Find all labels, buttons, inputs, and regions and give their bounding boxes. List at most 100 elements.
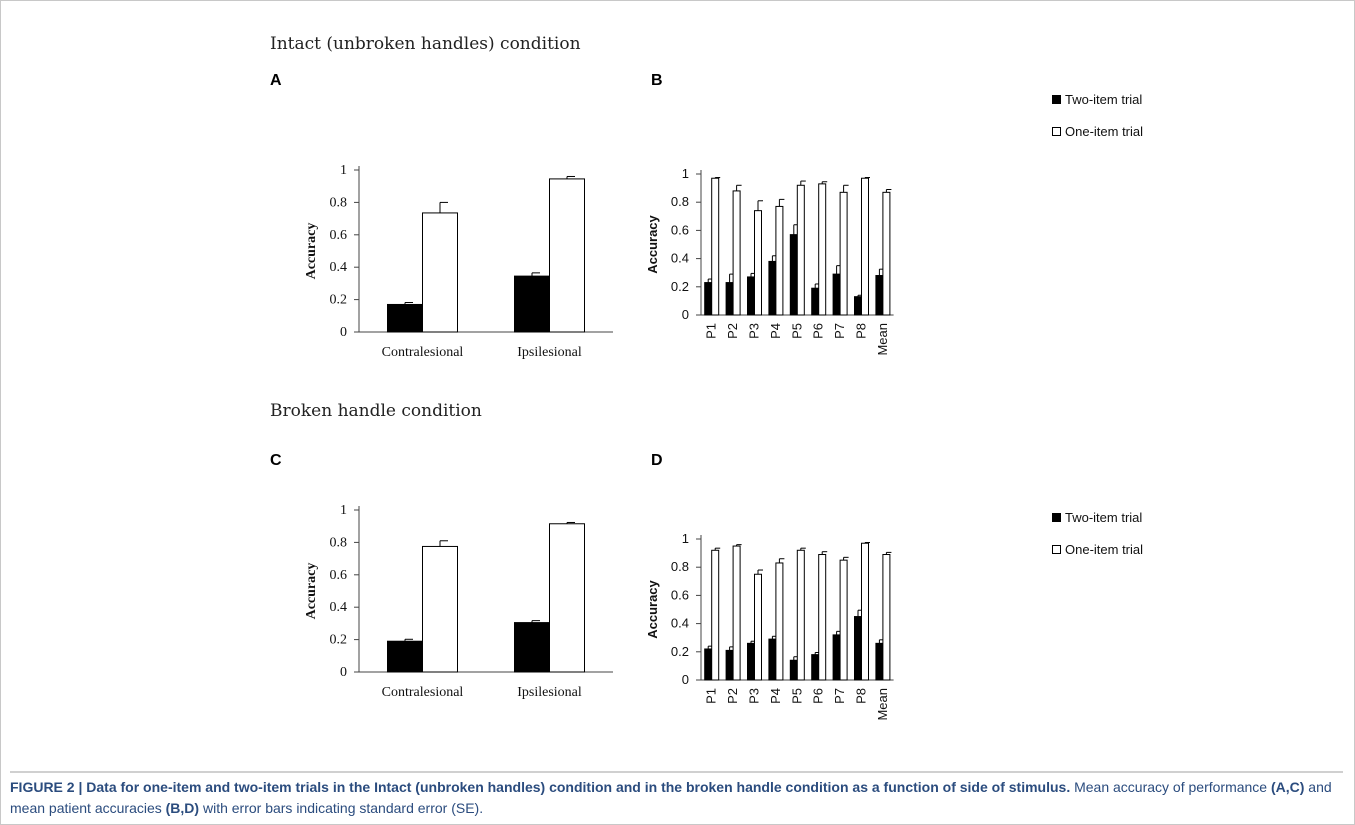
y-axis-label: Accuracy [304,223,319,280]
bar-two-item [875,275,884,316]
y-tick-label: 0.2 [671,279,689,294]
y-tick-label: 0.4 [671,616,689,631]
x-tick-label: P2 [725,688,740,704]
chart-panel-a: 0 0.2 0.4 0.6 0.8 1 Accuracy Contralesional Ipsi… [304,163,613,360]
legend-item-one-item: One-item trial [1052,122,1143,140]
bar-one-item [818,183,827,316]
x-tick-label: P5 [789,323,804,339]
x-tick-label: Ipsilesional [517,685,582,700]
x-tick-label: P3 [747,323,762,339]
bar-one-item [882,554,891,681]
bar-one-item [861,177,869,316]
bar-two-item [832,273,841,316]
x-tick-label: Contralesional [382,685,464,700]
bar-one-item [732,190,741,316]
bar-two-item [514,275,550,333]
legend-swatch-light [1052,544,1061,554]
bar-one-item [775,205,784,316]
caption-text-2: and mean patient accuracies [10,779,1332,816]
panel-label-c: C [270,452,282,469]
bar-one-item [839,559,848,681]
y-axis-label: Accuracy [645,579,660,638]
caption-ref-1: (A,C) [1270,779,1305,795]
y-axis-label: Accuracy [304,563,319,620]
bar-two-item [811,654,820,681]
bar-one-item [711,177,720,316]
legend-swatch-dark [1052,94,1061,104]
y-tick-label: 0.4 [330,600,348,615]
legend-swatch-dark [1052,512,1061,522]
bar-two-item [725,282,734,316]
bar-one-item [711,549,720,681]
bar-one-item [422,545,458,673]
x-tick-label: Contralesional [382,345,464,360]
bar-two-item [747,276,755,316]
caption-bold-text: Data for one-item and two-item trials in… [86,779,1071,795]
bar-two-item [875,642,884,681]
bar-two-item [768,638,777,681]
bar-two-item [725,649,734,681]
y-tick-label: 0 [682,307,689,322]
y-tick-label: 0.2 [330,293,348,308]
chart-panel-c: 0 0.2 0.4 0.6 0.8 1 Accuracy Contralesional Ipsi… [304,503,613,700]
caption-text-1: Mean accuracy of performance [1070,779,1271,795]
panel-label-a: A [270,72,282,89]
bar-two-item [789,234,798,316]
section-title-broken: Broken handle condition [270,401,482,421]
legend-label: Two-item trial [1065,509,1143,525]
section-title-intact: Intact (unbroken handles) condition [270,34,581,54]
y-tick-label: 0.8 [671,559,689,574]
y-axis-label: Accuracy [645,214,660,273]
legend-item-two-item: Two-item trial [1052,508,1143,526]
y-tick-label: 0.8 [330,535,348,550]
legend-d: Two-item trial One-item trial [1052,508,1143,572]
bar-two-item [747,642,755,681]
bar-one-item [754,573,762,681]
bar-two-item [514,622,550,673]
x-tick-label: P8 [854,323,869,339]
legend-b: Two-item trial One-item trial [1052,90,1143,154]
y-tick-label: 0.6 [671,587,689,602]
legend-swatch-light [1052,126,1061,136]
y-tick-label: 1 [682,531,689,546]
bar-two-item [704,282,713,316]
bar-two-item [704,648,713,681]
x-tick-label: Ipsilesional [517,345,582,360]
y-tick-label: 0.4 [330,260,348,275]
legend-item-two-item: Two-item trial [1052,90,1143,108]
x-tick-label: Mean [875,323,890,356]
legend-label: One-item trial [1065,541,1144,557]
bar-two-item [387,303,423,333]
y-tick-label: 0.2 [330,633,348,648]
y-tick-label: 0.6 [330,568,348,583]
bar-one-item [839,191,848,316]
x-tick-label: P6 [811,688,826,704]
bar-two-item [832,634,841,681]
bar-one-item [422,212,458,333]
caption-figure-label: FIGURE 2 | [10,779,87,795]
legend-label: One-item trial [1065,123,1144,139]
x-tick-label: P1 [704,323,719,339]
x-tick-label: P6 [811,323,826,339]
bar-two-item [789,659,798,681]
y-tick-label: 0.2 [671,644,689,659]
x-tick-label: P7 [832,323,847,339]
caption-divider [10,771,1343,773]
caption-ref-2: (B,D) [165,800,200,816]
bar-one-item [861,542,869,681]
x-tick-label: P7 [832,688,847,704]
bar-one-item [549,178,585,333]
chart-panel-b: 0 0.2 0.4 0.6 0.8 1 Accuracy P1 P2 P3 P4 P5 P6 P7 P8 Me… [645,166,894,356]
legend-item-one-item: One-item trial [1052,540,1143,558]
chart-panel-d: 0 0.2 0.4 0.6 0.8 1 Accuracy P1 P2 P3 P4 P5 P6 P7 P8 Me… [645,531,894,721]
y-tick-label: 0.8 [671,194,689,209]
bar-one-item [796,184,805,316]
bar-two-item [387,640,423,673]
y-tick-label: 0 [340,665,347,680]
y-tick-label: 1 [682,166,689,181]
x-tick-label: P1 [704,688,719,704]
x-tick-label: Mean [875,688,890,721]
figure-caption: FIGURE 2 | Data for one-item and two-ite… [10,777,1340,819]
bar-one-item [796,549,805,681]
panel-label-d: D [651,452,663,469]
